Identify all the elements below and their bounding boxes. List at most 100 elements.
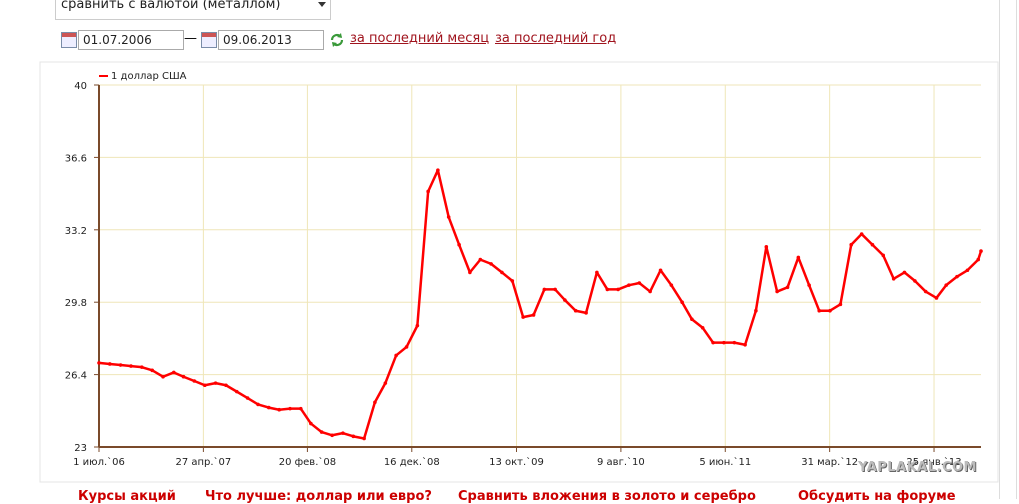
y-tick-label: 40: [74, 81, 87, 92]
point: [658, 268, 663, 273]
point: [979, 249, 983, 253]
point: [202, 383, 207, 388]
point: [298, 406, 303, 411]
point: [605, 287, 610, 292]
y-tick-label: 36.6: [65, 153, 87, 164]
point: [902, 270, 907, 275]
y-tick-label: 23: [74, 443, 87, 454]
point: [319, 430, 324, 434]
footer-link[interactable]: Курсы акций: [78, 489, 176, 504]
point: [881, 253, 886, 258]
chart: 23 26.4 29.8 33.2 36.6 40 1 июл.`06 27 апр.`07 2…: [39, 61, 999, 483]
point: [277, 407, 282, 412]
point: [510, 279, 515, 283]
x-tick-label: 9 авг.`10: [597, 456, 645, 468]
point: [150, 368, 155, 373]
point: [669, 283, 674, 287]
footer-link[interactable]: Обсудить на форуме: [798, 489, 956, 504]
point: [553, 287, 557, 292]
point: [531, 313, 536, 317]
point: [478, 257, 483, 262]
x-tick-label: 1 июл.`06: [73, 456, 125, 468]
point: [838, 302, 843, 307]
point: [785, 285, 790, 290]
point: [256, 402, 260, 407]
period-link[interactable]: за последний год: [495, 31, 617, 46]
point: [584, 311, 588, 315]
point: [468, 270, 472, 275]
point: [944, 283, 949, 287]
footer-link[interactable]: Что лучше: доллар или евро?: [205, 489, 432, 504]
point: [234, 389, 239, 394]
point: [648, 289, 652, 294]
date-to[interactable]: 09.06.2013: [218, 30, 324, 50]
point: [700, 325, 705, 330]
point: [489, 262, 493, 266]
x-tick-label: 20 фев.`08: [279, 456, 336, 468]
point: [224, 383, 228, 388]
x-tick-label: 27 апр.`07: [175, 456, 231, 468]
point: [690, 317, 694, 322]
point: [732, 340, 737, 345]
point: [351, 434, 356, 439]
point: [870, 242, 875, 247]
point: [764, 245, 769, 249]
point: [107, 362, 112, 366]
point: [288, 406, 292, 411]
point: [426, 189, 430, 194]
point: [436, 168, 440, 172]
point: [161, 374, 165, 379]
point: [404, 345, 409, 349]
date-from[interactable]: 01.07.2006: [78, 30, 184, 50]
point: [891, 276, 896, 281]
point: [722, 340, 726, 345]
period-link[interactable]: за последний месяц: [350, 31, 490, 46]
point: [817, 308, 822, 313]
point: [213, 381, 218, 385]
point: [955, 274, 959, 279]
calendar-icon[interactable]: [61, 32, 77, 48]
point: [373, 400, 377, 405]
calendar-icon[interactable]: [201, 32, 217, 48]
point: [341, 431, 345, 435]
point: [394, 353, 398, 358]
point: [192, 379, 197, 383]
refresh-icon[interactable]: [329, 32, 345, 48]
point: [415, 323, 420, 328]
point: [97, 361, 101, 365]
point: [934, 296, 939, 300]
compare-select[interactable]: сравнить с валютой (металлом): [55, 0, 331, 20]
point: [913, 279, 917, 283]
point: [563, 298, 567, 302]
point: [796, 255, 801, 260]
point: [362, 436, 366, 441]
point: [711, 340, 715, 345]
legend-label: 1 доллар США: [111, 71, 187, 82]
point: [965, 268, 970, 273]
date-separator: —: [184, 31, 197, 46]
point: [129, 364, 133, 368]
x-tick-label: 16 дек.`08: [384, 456, 440, 468]
point: [521, 315, 525, 319]
point: [266, 405, 271, 410]
point: [637, 281, 642, 285]
x-tick-label: 25 янв.`13: [906, 456, 961, 468]
footer-link[interactable]: Сравнить вложения в золото и серебро: [458, 489, 756, 504]
point: [172, 370, 176, 375]
point: [828, 308, 832, 313]
point: [807, 283, 811, 287]
point: [457, 242, 461, 247]
point: [383, 381, 388, 385]
point: [139, 365, 144, 369]
point: [616, 287, 620, 292]
point: [118, 363, 123, 367]
dropdown-arrow: [318, 2, 326, 7]
point: [181, 374, 186, 379]
point: [627, 283, 631, 287]
x-tick-label: 5 июн.`11: [699, 456, 751, 468]
x-tick-label: 13 окт.`09: [489, 456, 544, 468]
point: [859, 232, 864, 236]
point: [754, 308, 758, 313]
point: [680, 300, 684, 305]
